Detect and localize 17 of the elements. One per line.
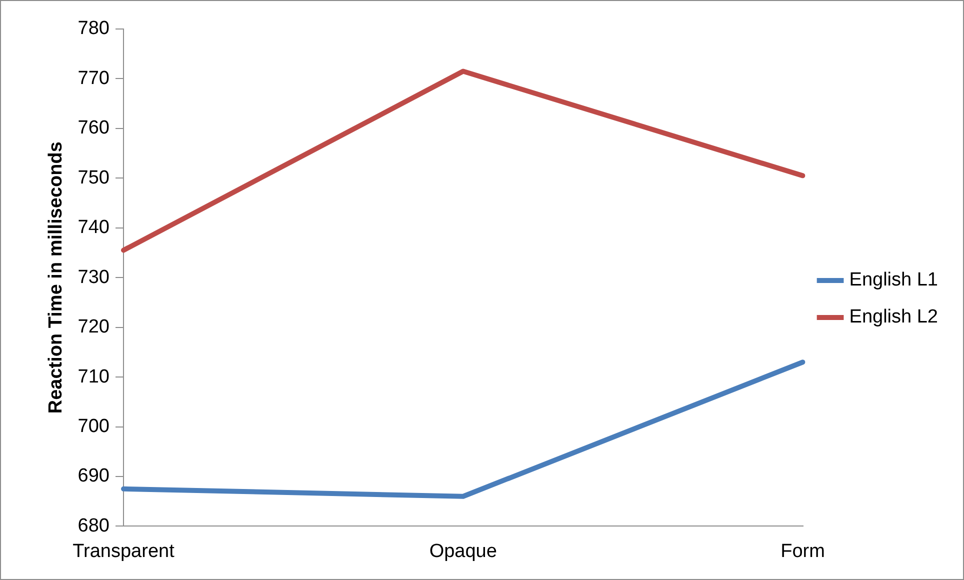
- y-tick-label: 760: [78, 118, 110, 139]
- y-tick-label: 740: [78, 217, 110, 238]
- legend-label: English L1: [849, 270, 938, 291]
- legend-label: English L2: [849, 306, 938, 328]
- y-tick-label: 710: [78, 366, 110, 388]
- y-tick-label: 720: [78, 316, 110, 338]
- y-tick-label: 780: [78, 18, 110, 40]
- y-tick-label: 770: [78, 68, 110, 89]
- x-tick-label: Form: [780, 540, 825, 562]
- y-tick-label: 730: [78, 266, 110, 288]
- y-tick-label: 690: [78, 466, 110, 487]
- x-tick-label: Opaque: [429, 540, 497, 562]
- x-tick-label: Transparent: [72, 540, 176, 562]
- y-axis-title: Reaction Time in milliseconds: [46, 142, 67, 414]
- y-tick-label: 680: [78, 515, 110, 536]
- y-tick-label: 700: [78, 416, 110, 437]
- y-tick-label: 750: [78, 167, 110, 188]
